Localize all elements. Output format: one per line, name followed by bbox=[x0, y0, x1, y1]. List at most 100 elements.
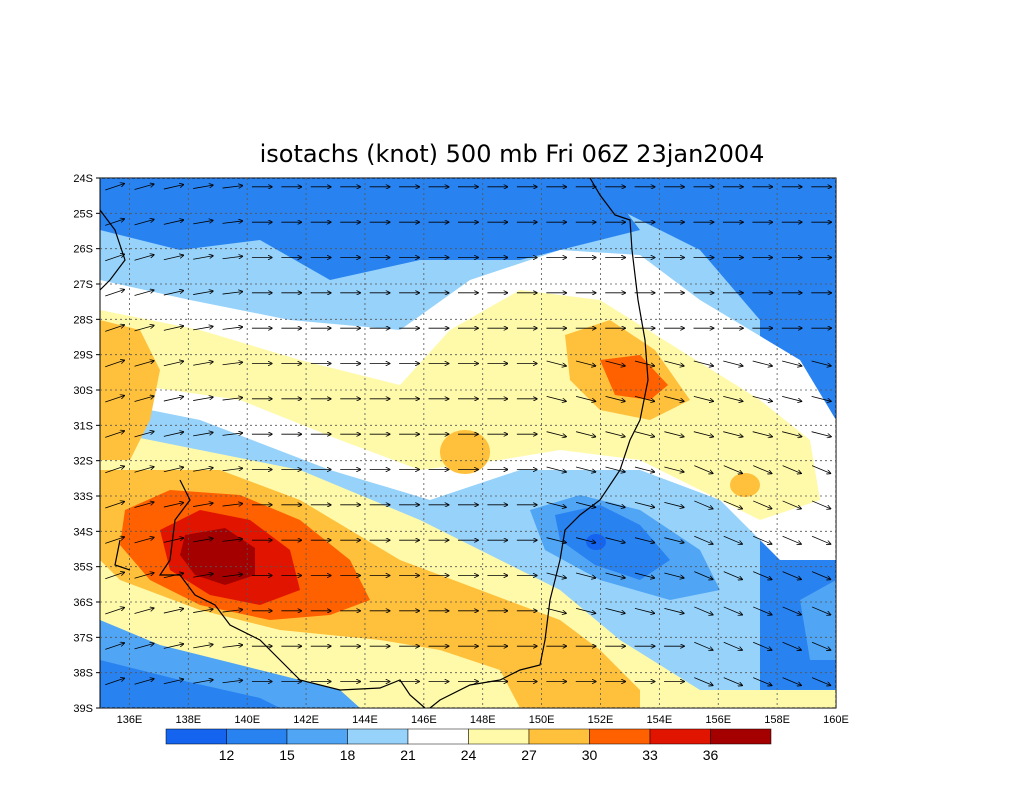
lat-tick-label: 36S bbox=[73, 597, 93, 609]
wind-arrow bbox=[723, 395, 742, 401]
wind-arrow bbox=[782, 395, 801, 401]
wind-arrow bbox=[782, 606, 801, 615]
wind-arrow bbox=[753, 641, 771, 650]
wind-arrow bbox=[105, 608, 124, 615]
wind-arrow bbox=[694, 500, 712, 509]
wind-arrow bbox=[753, 571, 771, 580]
wind-arrow bbox=[193, 538, 213, 543]
colorbar-label: 12 bbox=[219, 747, 235, 763]
wind-arrow bbox=[105, 572, 124, 580]
colorbar-swatch bbox=[165, 728, 227, 745]
lat-tick-label: 24S bbox=[73, 173, 93, 185]
wind-arrow bbox=[782, 677, 801, 686]
wind-arrow bbox=[105, 325, 124, 332]
wind-arrow bbox=[222, 398, 243, 401]
wind-arrow bbox=[694, 677, 712, 686]
wind-arrow bbox=[222, 610, 243, 613]
lon-tick-label: 156E bbox=[705, 714, 731, 726]
wind-arrow bbox=[694, 465, 712, 474]
wind-arrow bbox=[782, 535, 801, 544]
wind-arrow bbox=[782, 465, 801, 474]
wind-arrow bbox=[222, 292, 243, 295]
wind-arrow bbox=[811, 360, 831, 366]
wind-arrow bbox=[723, 431, 742, 437]
wind-arrow bbox=[723, 360, 742, 366]
wind-arrow bbox=[693, 395, 713, 401]
wind-arrow bbox=[605, 607, 625, 613]
wind-arrow bbox=[605, 466, 625, 472]
wind-arrow bbox=[575, 360, 595, 366]
wind-arrow bbox=[163, 432, 183, 437]
wind-arrow bbox=[546, 431, 566, 437]
longitude-axis: 136E 138E 140E 142E 144E 146E 148E 150E 152E 154E… bbox=[117, 714, 849, 726]
wind-arrow bbox=[105, 466, 124, 474]
wind-arrow bbox=[723, 571, 742, 580]
lat-tick-label: 39S bbox=[73, 703, 93, 715]
lat-tick-label: 25S bbox=[73, 208, 93, 220]
wind-arrow bbox=[634, 501, 654, 507]
colorbar-label: 18 bbox=[340, 747, 356, 763]
wind-arrow bbox=[575, 537, 595, 543]
wind-arrow bbox=[664, 501, 683, 507]
colorbar-label: 21 bbox=[400, 747, 416, 763]
lon-tick-label: 154E bbox=[647, 714, 673, 726]
wind-arrow bbox=[782, 500, 801, 509]
colorbar-label: 30 bbox=[582, 747, 598, 763]
colorbar-label: 33 bbox=[642, 747, 658, 763]
wind-arrow bbox=[723, 677, 742, 686]
wind-arrow bbox=[222, 504, 243, 507]
lat-tick-label: 30S bbox=[73, 385, 93, 397]
wind-arrow bbox=[134, 679, 154, 685]
wind-arrow bbox=[782, 571, 801, 580]
wind-arrow bbox=[222, 221, 243, 224]
wind-arrow bbox=[782, 431, 801, 437]
wind-arrow bbox=[105, 360, 124, 368]
wind-arrow bbox=[222, 362, 243, 366]
lon-tick-label: 144E bbox=[352, 714, 378, 726]
wind-arrow bbox=[163, 326, 183, 331]
wind-arrow bbox=[193, 574, 213, 578]
lon-tick-label: 152E bbox=[588, 714, 614, 726]
wind-arrow bbox=[605, 360, 625, 366]
lat-tick-label: 32S bbox=[73, 456, 93, 468]
wind-arrow bbox=[664, 572, 683, 578]
wind-arrow bbox=[634, 607, 654, 613]
lon-tick-label: 148E bbox=[470, 714, 496, 726]
wind-arrow bbox=[664, 431, 683, 437]
lat-tick-label: 27S bbox=[73, 279, 93, 291]
wind-arrow bbox=[546, 572, 566, 578]
colorbar-swatch bbox=[347, 728, 409, 745]
lon-tick-label: 146E bbox=[411, 714, 437, 726]
wind-arrow bbox=[193, 362, 213, 366]
wind-arrow bbox=[134, 608, 154, 614]
colorbar-swatch bbox=[528, 728, 590, 745]
lat-tick-label: 37S bbox=[73, 632, 93, 644]
wind-arrow bbox=[693, 360, 713, 366]
wind-arrow bbox=[723, 465, 742, 474]
wind-arrow bbox=[546, 466, 566, 472]
wind-arrow bbox=[134, 467, 154, 473]
wind-arrow bbox=[694, 641, 712, 650]
wind-arrow bbox=[163, 185, 183, 190]
wind-arrow bbox=[546, 607, 566, 613]
lat-tick-label: 28S bbox=[73, 314, 93, 326]
wind-arrow bbox=[605, 501, 625, 507]
colorbar-swatch bbox=[226, 728, 288, 745]
wind-arrow bbox=[753, 465, 771, 474]
wind-arrow bbox=[163, 503, 183, 508]
lat-tick-label: 34S bbox=[73, 526, 93, 538]
wind-arrow bbox=[753, 677, 771, 686]
colorbar-label: 36 bbox=[703, 747, 719, 763]
wind-arrow bbox=[193, 256, 213, 260]
wind-arrow bbox=[694, 535, 712, 544]
wind-arrow bbox=[575, 431, 595, 437]
wind-arrow bbox=[193, 432, 213, 437]
lat-tick-label: 26S bbox=[73, 244, 93, 256]
wind-arrow bbox=[693, 431, 713, 437]
wind-vectors bbox=[105, 184, 831, 686]
colorbar-swatch bbox=[710, 728, 772, 745]
wind-arrow bbox=[634, 395, 654, 401]
wind-arrow bbox=[546, 537, 566, 543]
wind-arrow bbox=[753, 500, 771, 509]
wind-arrow bbox=[723, 535, 742, 544]
